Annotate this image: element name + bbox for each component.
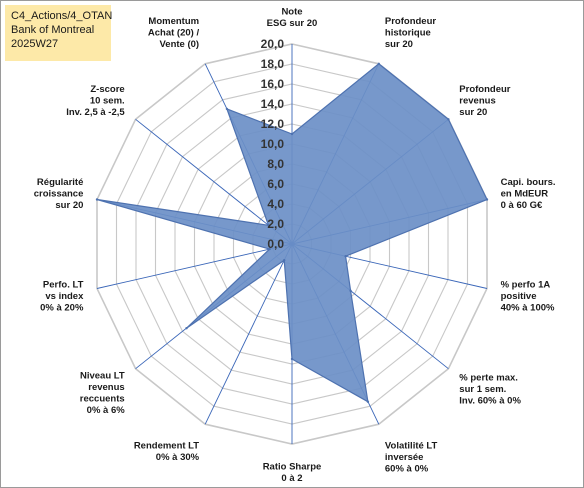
radar-axis-labels: Note ESG sur 20 Profondeur historique sur 20… [34, 7, 556, 485]
axis-label-1: Note ESG sur 20 [267, 7, 318, 30]
axis-label-5: % perfo 1A positive 40% à 100% [501, 280, 555, 314]
tick-label: 2,0 [267, 217, 284, 231]
tick-label: 12,0 [261, 117, 285, 131]
tick-label: 8,0 [267, 157, 284, 171]
data-point-5 [344, 255, 347, 258]
axis-label-10: Niveau LT revenus reccuents 0% à 6% [80, 370, 125, 416]
title-line-company: Bank of Montreal [11, 24, 95, 36]
data-point-12 [95, 198, 99, 201]
tick-label: 10,0 [261, 137, 285, 151]
data-point-11 [268, 247, 271, 251]
data-point-2 [377, 62, 380, 65]
spoke-9 [204, 243, 293, 425]
axis-label-4: Capi. bours. en MdEUR 0 à 60 G€ [501, 177, 556, 211]
title-line-category: C4_Actions/4_OTAN [11, 10, 113, 22]
axis-label-3: Profondeur revenus sur 20 [459, 84, 510, 118]
data-point-9 [283, 259, 286, 262]
data-point-6 [349, 289, 352, 292]
radar-tick-labels: 0,0 2,0 4,0 6,0 8,0 10,0 12,0 14,0 16,0 18,0 20,0 [261, 37, 285, 251]
data-point-13 [267, 224, 270, 227]
spoke-13 [135, 118, 293, 245]
axis-label-8: Ratio Sharpe 0 à 2 [263, 462, 322, 485]
axis-label-7: Volatilité LT inversée 60% à 0% [385, 440, 438, 474]
data-point-4 [485, 198, 489, 201]
data-point-14 [225, 107, 229, 111]
axis-label-13: Z-score 10 sem. Inv. 2,5 à -2,5 [66, 84, 125, 118]
tick-label: 20,0 [261, 37, 285, 51]
tick-label: 14,0 [261, 97, 285, 111]
axis-label-14: Momentum Achat (20) / Vente (0) [148, 16, 200, 50]
axis-label-12: Régularité croissance sur 20 [34, 177, 84, 211]
radar-series [95, 62, 489, 403]
data-point-1 [290, 132, 294, 136]
data-point-3 [447, 118, 450, 121]
tick-label: 18,0 [261, 57, 285, 71]
title-line-week: 2025W27 [11, 38, 59, 50]
tick-label: 0,0 [267, 237, 284, 251]
tick-label: 4,0 [267, 197, 284, 211]
data-point-7 [366, 400, 370, 403]
spoke-11 [96, 243, 293, 289]
tick-label: 6,0 [267, 177, 284, 191]
data-point-10 [185, 327, 188, 330]
axis-label-6: % perte max. sur 1 sem. Inv. 60% à 0% [459, 372, 521, 406]
tick-label: 16,0 [261, 77, 285, 91]
data-point-8 [290, 357, 294, 361]
axis-label-9: Rendement LT 0% à 30% [134, 440, 200, 463]
title-box: C4_Actions/4_OTAN Bank of Montreal 2025W… [5, 5, 113, 61]
axis-label-11: Perfo. LT vs index 0% à 20% [40, 280, 84, 314]
axis-label-2: Profondeur historique sur 20 [385, 16, 436, 50]
